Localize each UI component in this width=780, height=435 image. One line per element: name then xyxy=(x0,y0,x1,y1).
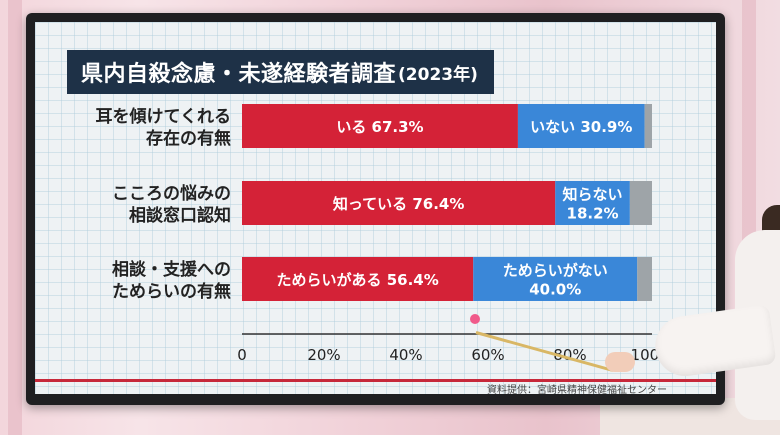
bar-segment-gray xyxy=(629,181,652,225)
bar-segment-red xyxy=(242,181,556,225)
category-label: 相談・支援への xyxy=(112,259,231,280)
bar-data-label: ためらいがある 56.4% xyxy=(276,271,438,289)
bar-segment-blue xyxy=(555,181,630,225)
category-label: 存在の有無 xyxy=(146,128,231,149)
category-label: 相談窓口認知 xyxy=(129,205,231,226)
x-tick-label: 40% xyxy=(389,346,422,364)
display-monitor: 県内自殺念慮・未遂経験者調査 (2023年) 0 20% 40% 60% 80% 100%… xyxy=(26,13,725,405)
bar-segment-red xyxy=(242,257,474,301)
x-tick-label: 60% xyxy=(471,346,504,364)
bar-data-label: いる 67.3% xyxy=(336,118,423,136)
display-screen: 県内自殺念慮・未遂経験者調査 (2023年) 0 20% 40% 60% 80% 100%… xyxy=(35,22,716,394)
bar-segment-gray xyxy=(637,257,652,301)
bar-segment-blue xyxy=(517,104,645,148)
bar-data-label: 知っている 76.4% xyxy=(333,195,465,213)
bar-segment-red xyxy=(242,104,518,148)
bar-data-label: 18.2% xyxy=(567,205,619,223)
studio-background-stripe xyxy=(8,0,22,435)
pointer-tip xyxy=(470,314,480,324)
stacked-bar-chart: 0 20% 40% 60% 80% 100%耳を傾けてくれる存在の有無こころの悩みの相談窓… xyxy=(96,104,673,364)
bar-data-label: 40.0% xyxy=(529,281,581,299)
category-label: こころの悩みの xyxy=(112,183,231,204)
category-label: 耳を傾けてくれる xyxy=(96,106,232,127)
data-source-credit: 資料提供：宮崎県精神保健福祉センター xyxy=(487,385,667,394)
bar-segment-gray xyxy=(644,104,652,148)
x-tick-label: 0 xyxy=(237,346,247,364)
presenter-hand xyxy=(605,352,635,372)
chart-subtitle: (2023年) xyxy=(398,64,478,85)
bar-segment-blue xyxy=(473,257,638,301)
chart-title-box: 県内自殺念慮・未遂経験者調査 (2023年) xyxy=(67,50,494,94)
x-tick-label: 20% xyxy=(307,346,340,364)
screen-bottom-rule xyxy=(35,379,716,382)
bar-data-label: いない 30.9% xyxy=(530,118,632,136)
bar-data-label: ためらいがない xyxy=(503,262,608,280)
chart-title: 県内自殺念慮・未遂経験者調査 xyxy=(81,62,397,87)
bar-data-label: 知らない xyxy=(563,186,623,204)
category-label: ためらいの有無 xyxy=(112,281,231,302)
